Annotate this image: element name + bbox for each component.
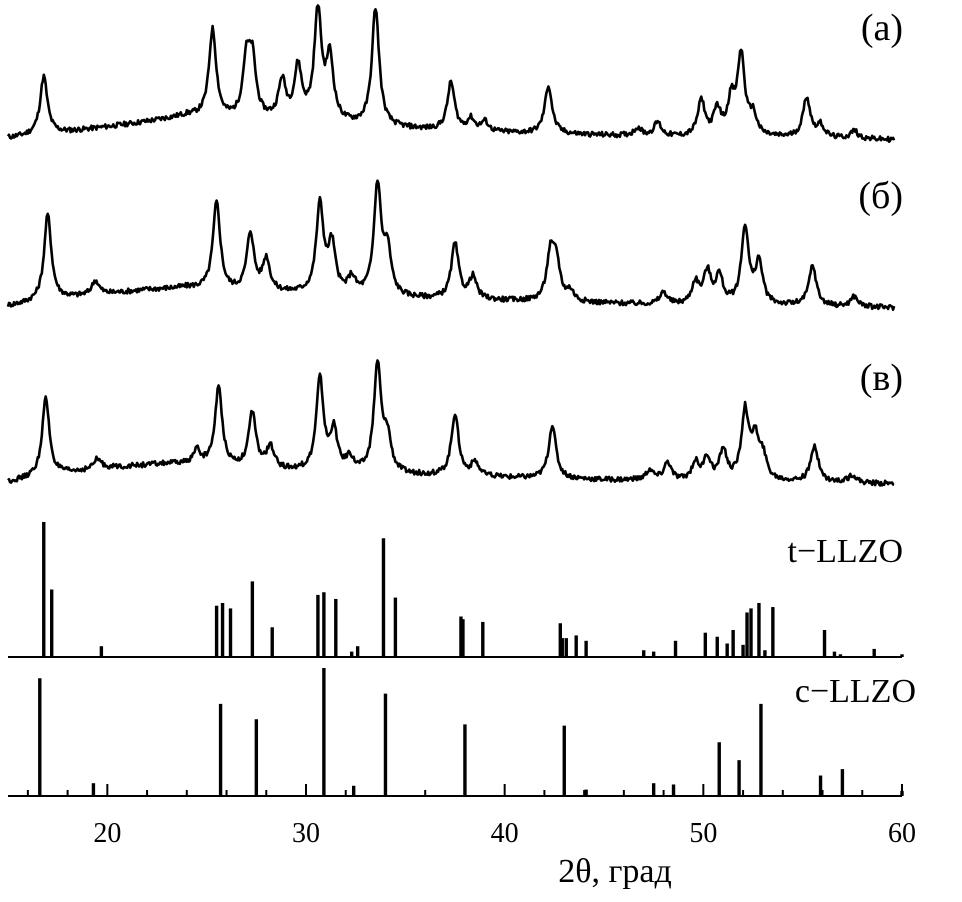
x-tick-label: 50: [689, 818, 717, 849]
pattern-label-a: (а): [861, 7, 903, 49]
x-tick-label: 60: [888, 818, 916, 849]
pattern-trace-2: [7, 359, 895, 487]
reference-patterns: [8, 522, 904, 796]
pattern-labels: (а) (б) (в) t−LLZO c−LLZO: [788, 7, 916, 710]
x-tick-label: 40: [491, 818, 519, 849]
x-axis-title: 2θ, град: [558, 853, 672, 890]
x-tick-label: 20: [93, 818, 121, 849]
x-axis-ticks: 20 30 40 50 60: [26, 784, 916, 849]
pattern-label-b: (б): [858, 175, 903, 217]
pattern-trace-1: [6, 179, 896, 312]
reference-label-c-llzo: c−LLZO: [795, 673, 916, 710]
pattern-trace-0: [6, 4, 896, 143]
x-tick-label: 30: [292, 818, 320, 849]
pattern-label-v: (в): [860, 357, 903, 399]
reference-label-t-llzo: t−LLZO: [788, 533, 903, 570]
experimental-patterns: [6, 4, 896, 487]
